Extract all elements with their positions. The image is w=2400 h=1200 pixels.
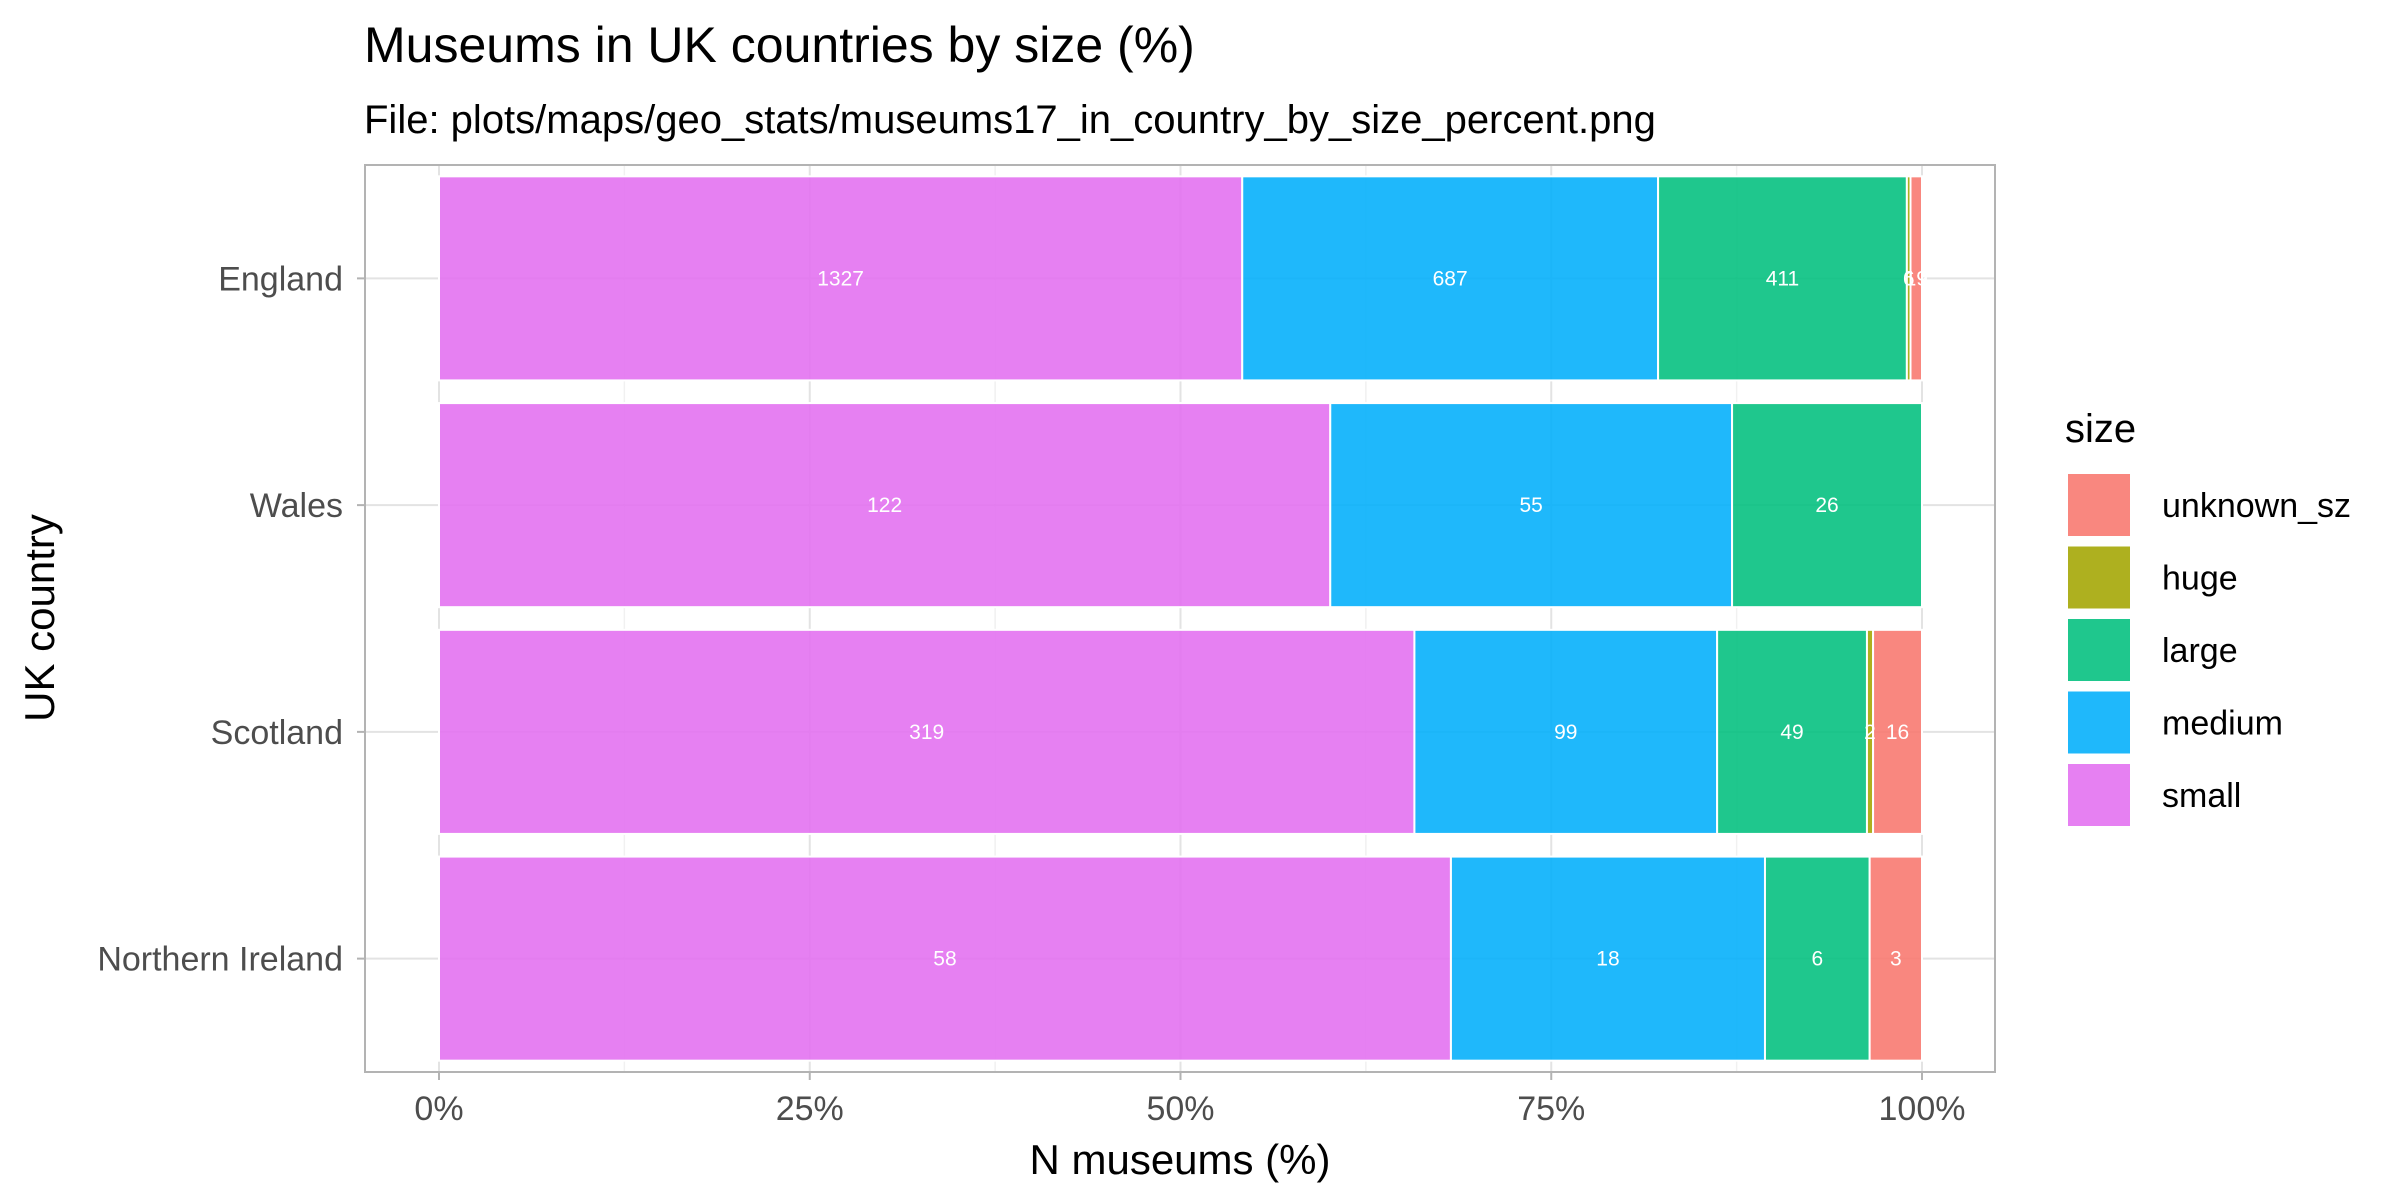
- bar-value-label: 3: [1890, 948, 1902, 971]
- legend-key-unknown_sz: [2068, 474, 2130, 536]
- x-tick-label: 0%: [414, 1090, 463, 1128]
- y-axis: England Wales Scotland Northern Ireland: [97, 260, 365, 979]
- legend-label: medium: [2162, 705, 2283, 743]
- bars: [438, 175, 1924, 1062]
- bar-value-label: 2: [1864, 721, 1876, 744]
- x-axis: 0% 25% 50% 75% 100%: [414, 1072, 1965, 1128]
- bar-segment-medium: [1241, 175, 1660, 382]
- y-tick-label: Scotland: [211, 714, 343, 752]
- legend-key-medium: [2068, 691, 2130, 754]
- legend-label: large: [2162, 632, 2238, 670]
- bar-value-label: 49: [1780, 721, 1803, 744]
- y-tick-label: Northern Ireland: [97, 941, 343, 979]
- legend-label: unknown_sz: [2162, 487, 2351, 525]
- bar-value-label: 26: [1815, 494, 1838, 517]
- bar-value-label: 99: [1554, 721, 1577, 744]
- bar-value-label: 19: [1905, 267, 1928, 290]
- x-tick-label: 75%: [1517, 1090, 1585, 1128]
- bar-value-label: 18: [1596, 948, 1619, 971]
- legend-label: huge: [2162, 560, 2238, 598]
- bar-segment-small: [438, 855, 1452, 1062]
- bar-value-label: 55: [1519, 494, 1542, 517]
- chart-subtitle: File: plots/maps/geo_stats/museums17_in_…: [364, 98, 1656, 142]
- legend-key-small: [2068, 764, 2130, 826]
- bar-segment-unknown_sz: [1909, 175, 1923, 382]
- bar-value-label: 687: [1433, 267, 1468, 290]
- y-tick-label: England: [218, 260, 343, 298]
- bar-value-label: 16: [1886, 721, 1909, 744]
- x-tick-label: 50%: [1146, 1090, 1214, 1128]
- bar-segment-large: [1763, 855, 1871, 1062]
- bar-value-label: 319: [909, 721, 944, 744]
- bar-value-label: 6: [1903, 267, 1915, 290]
- bar-segment-large: [1731, 402, 1923, 609]
- legend-key-large: [2068, 619, 2130, 681]
- bar-segment-small: [438, 175, 1244, 382]
- legend-title: size: [2065, 407, 2136, 451]
- bar-value-label: 6: [1811, 948, 1823, 971]
- bar-value-label: 58: [933, 948, 956, 971]
- bar-segment-medium: [1413, 628, 1719, 835]
- bar-segment-unknown_sz: [1868, 855, 1923, 1062]
- y-axis-title: UK country: [16, 514, 63, 722]
- bar-segment-large: [1657, 175, 1908, 382]
- bar-segment-large: [1716, 628, 1868, 835]
- bar-segment-medium: [1329, 402, 1734, 609]
- x-axis-title: N museums (%): [1029, 1136, 1330, 1183]
- bar-segment-unknown_sz: [1872, 628, 1924, 835]
- bar-value-label: 1327: [817, 267, 864, 290]
- bar-segment-small: [438, 628, 1416, 835]
- legend-key-huge: [2068, 546, 2130, 609]
- bar-segment-small: [438, 402, 1332, 609]
- y-tick-label: Wales: [250, 487, 343, 525]
- x-tick-label: 25%: [776, 1090, 844, 1128]
- legend-label: small: [2162, 777, 2241, 815]
- bar-segment-medium: [1449, 855, 1766, 1062]
- chart-title: Museums in UK countries by size (%): [364, 17, 1195, 73]
- bar-value-label: 122: [867, 494, 902, 517]
- x-tick-label: 100%: [1879, 1090, 1966, 1128]
- bar-value-label: 411: [1766, 267, 1799, 290]
